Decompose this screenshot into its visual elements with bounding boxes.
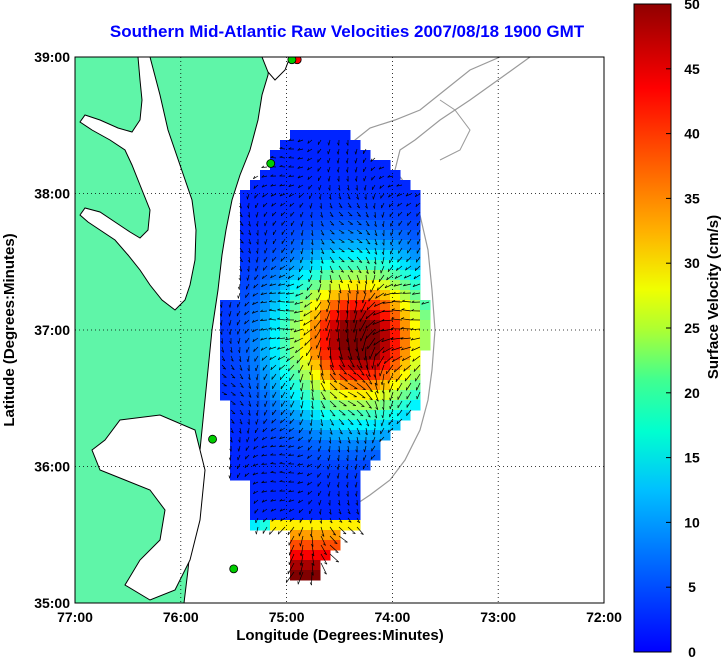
colorbar-tick-label: 20 [684, 385, 700, 401]
colorbar-tick-label: 10 [684, 514, 700, 530]
colorbar-tick-label: 0 [688, 644, 696, 659]
chesapeake-bay [79, 57, 197, 311]
bathymetry-contour [439, 99, 471, 161]
y-tick-label: 38:00 [34, 186, 70, 202]
velocity-vectors [219, 138, 430, 586]
colorbar-tick-label: 35 [684, 190, 700, 206]
y-tick-label: 36:00 [34, 459, 70, 475]
colorbar-tick-label: 50 [684, 0, 700, 12]
y-tick-label: 39:00 [34, 49, 70, 65]
x-tick-label: 72:00 [586, 609, 622, 625]
x-axis-label: Longitude (Degrees:Minutes) [236, 627, 444, 644]
radar-station-marker [229, 564, 239, 574]
colorbar-tick-label: 25 [684, 320, 700, 336]
colorbar-tick-label: 40 [684, 126, 700, 142]
x-tick-label: 76:00 [163, 609, 199, 625]
y-axis-label: Latitude (Degrees:Minutes) [1, 233, 18, 426]
colorbar-label: Surface Velocity (cm/s) [705, 215, 722, 379]
x-tick-label: 75:00 [269, 609, 305, 625]
colorbar-tick-label: 15 [684, 450, 700, 466]
grid-lines [75, 57, 604, 603]
radar-station-marker [287, 57, 297, 65]
radar-station-marker [266, 159, 276, 168]
radar-stations [208, 57, 302, 574]
colorbar [633, 3, 672, 653]
y-tick-label: 35:00 [34, 595, 70, 611]
axes-frame [74, 56, 605, 604]
map-title: Southern Mid-Atlantic Raw Velocities 200… [109, 22, 585, 41]
y-tick-label: 37:00 [34, 322, 70, 338]
pamlico-sound [91, 414, 206, 601]
colorbar-tick-label: 45 [684, 61, 700, 77]
colorbar-tick-label: 30 [684, 255, 700, 271]
x-tick-label: 73:00 [480, 609, 516, 625]
colorbar-tick-label: 5 [688, 579, 696, 595]
bathymetry-contour [354, 57, 531, 506]
radar-station-marker [208, 434, 217, 444]
x-tick-label: 74:00 [374, 609, 410, 625]
x-tick-label: 77:00 [57, 609, 93, 625]
velocity-field [220, 130, 431, 581]
delaware-bay [261, 57, 291, 81]
